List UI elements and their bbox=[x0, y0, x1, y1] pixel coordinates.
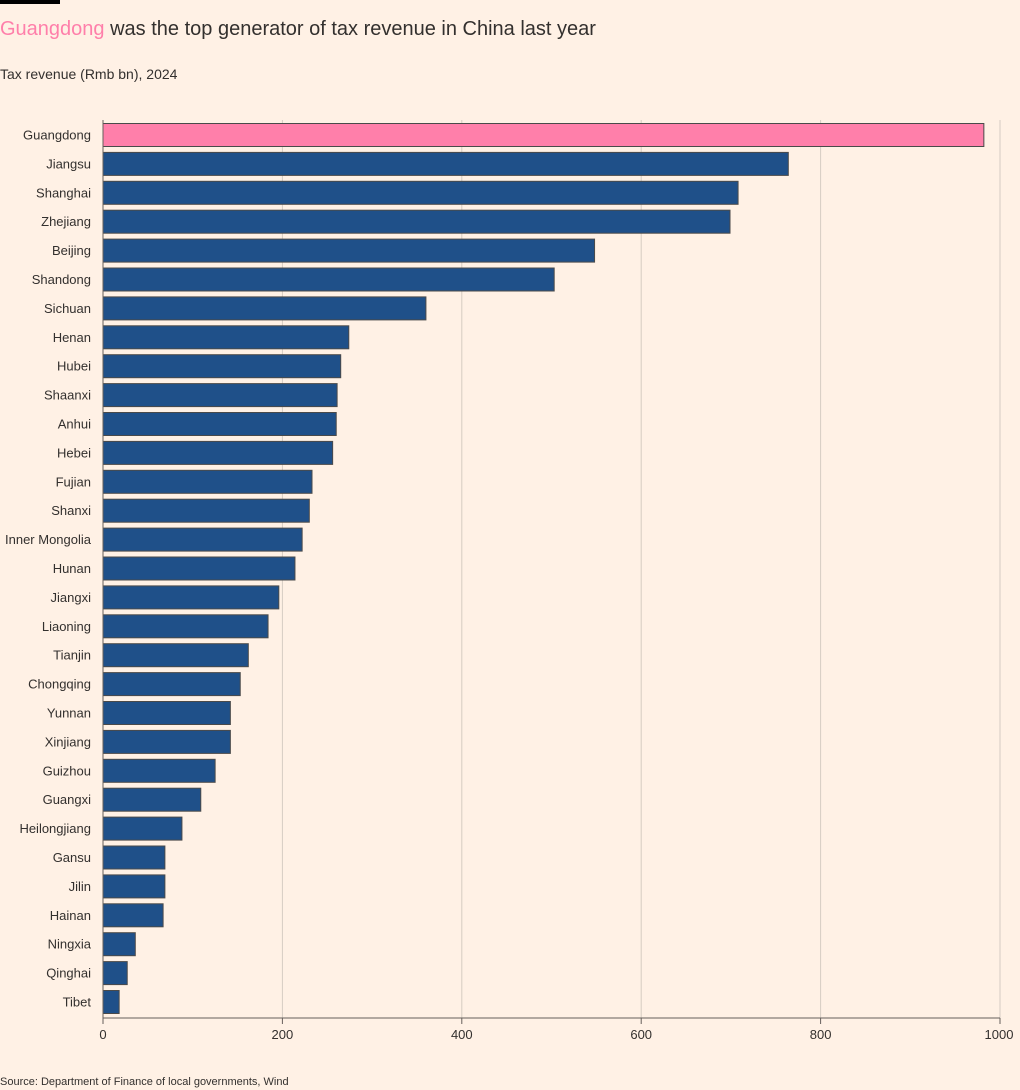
bar bbox=[102, 383, 338, 408]
x-tick-label: 1000 bbox=[985, 1027, 1014, 1042]
category-label: Tibet bbox=[63, 995, 92, 1010]
bar bbox=[102, 469, 313, 494]
category-label: Hubei bbox=[57, 359, 91, 374]
chart-title: Guangdong was the top generator of tax r… bbox=[0, 15, 596, 43]
bar bbox=[102, 903, 164, 928]
bar bbox=[102, 874, 166, 899]
category-label: Jiangxi bbox=[51, 590, 92, 605]
category-label: Fujian bbox=[56, 474, 91, 489]
category-label: Qinghai bbox=[46, 966, 91, 981]
bar bbox=[102, 990, 120, 1014]
bar bbox=[102, 440, 334, 465]
x-tick-label: 400 bbox=[451, 1027, 473, 1042]
category-label: Shanxi bbox=[51, 503, 91, 518]
category-label: Sichuan bbox=[44, 301, 91, 316]
category-label: Guizhou bbox=[43, 763, 91, 778]
category-label: Jiangsu bbox=[46, 156, 91, 171]
category-label: Shanghai bbox=[36, 185, 91, 200]
bar bbox=[102, 180, 739, 205]
bar bbox=[102, 758, 216, 783]
bar bbox=[102, 527, 303, 552]
bar bbox=[102, 296, 427, 321]
bar bbox=[102, 816, 183, 841]
category-label: Ningxia bbox=[48, 937, 92, 952]
chart-subtitle: Tax revenue (Rmb bn), 2024 bbox=[0, 66, 178, 82]
bar bbox=[102, 729, 231, 754]
category-label: Beijing bbox=[52, 243, 91, 258]
category-label: Guangxi bbox=[43, 792, 92, 807]
category-label: Zhejiang bbox=[41, 214, 91, 229]
title-highlight: Guangdong bbox=[0, 18, 105, 40]
category-label: Hunan bbox=[53, 561, 91, 576]
bar bbox=[102, 845, 166, 870]
category-label: Shandong bbox=[32, 272, 91, 287]
bar bbox=[102, 585, 280, 610]
title-rest: was the top generator of tax revenue in … bbox=[104, 18, 596, 40]
bar bbox=[102, 961, 128, 986]
bar bbox=[102, 701, 231, 725]
top-rule bbox=[0, 0, 60, 4]
bar bbox=[102, 354, 342, 379]
category-label: Shaanxi bbox=[44, 388, 91, 403]
category-label: Henan bbox=[53, 330, 91, 345]
bar bbox=[102, 498, 310, 523]
category-label: Xinjiang bbox=[45, 734, 91, 749]
category-label: Liaoning bbox=[42, 619, 91, 634]
x-tick-label: 600 bbox=[630, 1027, 652, 1042]
bar bbox=[102, 238, 596, 263]
bar bbox=[102, 672, 241, 697]
bar bbox=[102, 787, 202, 812]
bar bbox=[102, 325, 350, 350]
bar bbox=[102, 932, 136, 957]
bar bbox=[102, 614, 269, 639]
category-label: Gansu bbox=[53, 850, 91, 865]
x-tick-label: 800 bbox=[810, 1027, 832, 1042]
category-label: Tianjin bbox=[53, 648, 91, 663]
x-tick-label: 200 bbox=[272, 1027, 294, 1042]
x-tick-label: 0 bbox=[99, 1027, 106, 1042]
bar bbox=[102, 412, 337, 436]
category-label: Yunnan bbox=[47, 706, 91, 721]
category-label: Jilin bbox=[69, 879, 91, 894]
bar bbox=[102, 151, 789, 176]
bar bbox=[102, 267, 555, 292]
bar bbox=[102, 209, 731, 234]
category-label: Heilongjiang bbox=[19, 821, 91, 836]
bar bbox=[102, 643, 249, 668]
bar bbox=[102, 123, 985, 147]
category-label: Hainan bbox=[50, 908, 91, 923]
category-label: Hebei bbox=[57, 445, 91, 460]
source-note: Source: Department of Finance of local g… bbox=[0, 1076, 289, 1088]
category-label: Chongqing bbox=[28, 677, 91, 692]
category-label: Inner Mongolia bbox=[5, 532, 92, 547]
category-label: Anhui bbox=[58, 417, 91, 432]
category-label: Guangdong bbox=[23, 128, 91, 143]
bar bbox=[102, 556, 296, 581]
